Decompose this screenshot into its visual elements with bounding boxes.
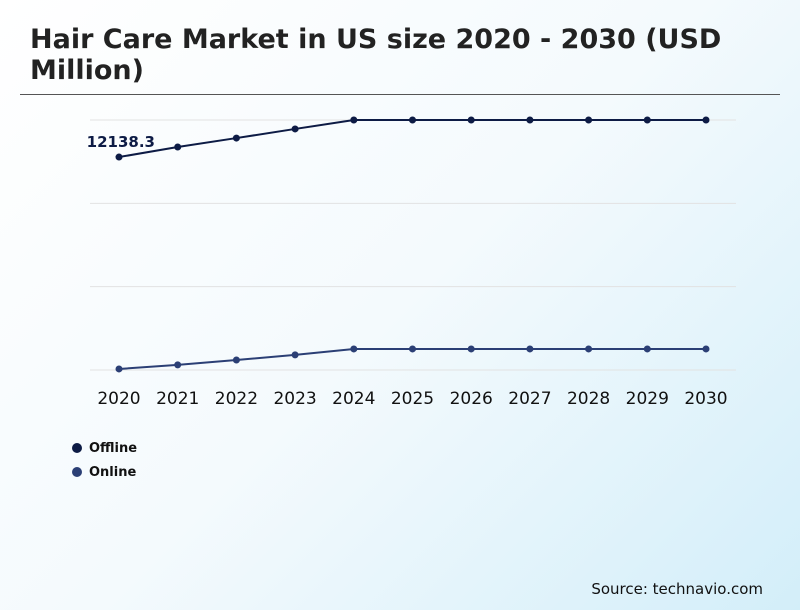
data-point [702, 116, 710, 124]
data-point [174, 143, 182, 151]
data-point [232, 134, 240, 142]
x-tick-label: 2025 [391, 389, 434, 409]
series-line-offline [118, 119, 706, 159]
data-point [643, 345, 651, 353]
data-point [585, 116, 593, 124]
x-tick-label: 2024 [332, 389, 375, 409]
title-divider [20, 94, 780, 95]
data-point [467, 345, 475, 353]
legend-item-online: Online [72, 460, 137, 484]
chart-title: Hair Care Market in US size 2020 - 2030 … [30, 24, 722, 86]
data-point [350, 345, 358, 353]
data-point [526, 345, 534, 353]
legend-dot-icon [72, 443, 82, 453]
data-point [232, 356, 240, 364]
data-point [174, 361, 182, 369]
x-tick-label: 2021 [156, 389, 199, 409]
x-tick-label: 2026 [450, 389, 493, 409]
data-point [585, 345, 593, 353]
data-point [643, 116, 651, 124]
legend-dot-icon [72, 467, 82, 477]
data-point [291, 125, 299, 133]
data-point [526, 116, 534, 124]
data-point [350, 116, 358, 124]
source-credit: Source: technavio.com [591, 580, 763, 598]
x-tick-label: 2020 [97, 389, 140, 409]
data-point [702, 345, 710, 353]
data-point [409, 116, 416, 124]
data-point [115, 153, 123, 161]
data-point [291, 351, 299, 359]
x-tick-label: 2022 [215, 389, 258, 409]
data-point [409, 345, 416, 353]
x-tick-label: 2030 [684, 389, 727, 409]
x-tick-label: 2028 [567, 389, 610, 409]
x-tick-label: 2023 [273, 389, 316, 409]
data-label: 12138.3 [87, 133, 155, 151]
data-point [115, 365, 123, 373]
x-tick-label: 2029 [626, 389, 669, 409]
legend: Offline Online [72, 436, 137, 484]
legend-item-offline: Offline [72, 436, 137, 460]
data-point [467, 116, 475, 124]
x-tick-label: 2027 [508, 389, 551, 409]
